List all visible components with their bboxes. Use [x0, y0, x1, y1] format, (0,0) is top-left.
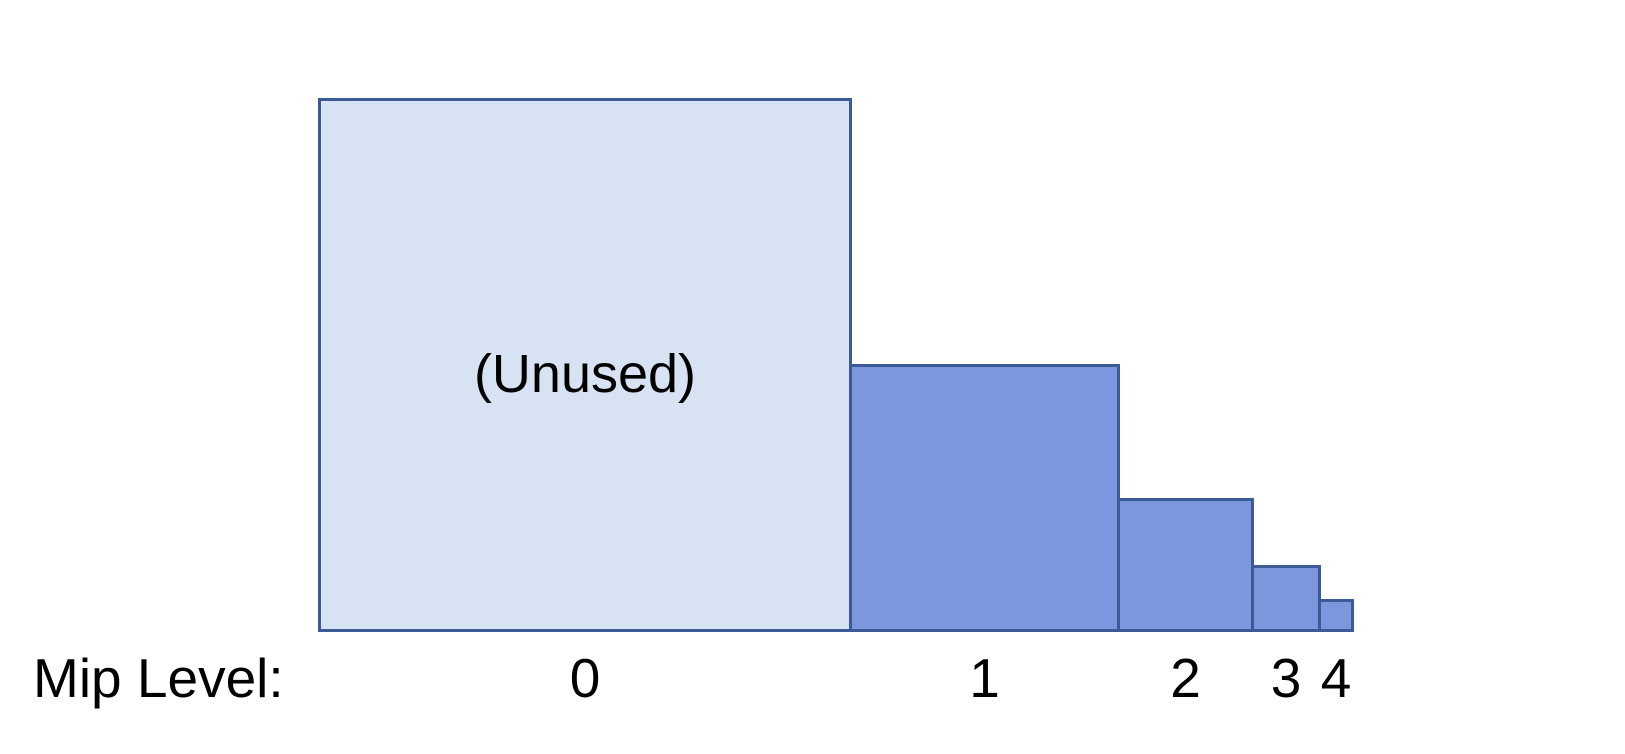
mip-label-1: 1	[969, 647, 1000, 709]
mip-label-4: 4	[1320, 647, 1352, 709]
mip-level-caption: Mip Level:	[33, 647, 284, 709]
mip-label-0: 0	[569, 647, 601, 709]
mip-square-1	[849, 364, 1120, 632]
mip-label-3: 3	[1270, 647, 1302, 709]
mip-square-4	[1318, 599, 1354, 632]
mip-square-0: (Unused)	[318, 98, 852, 632]
mip-square-2	[1117, 498, 1254, 632]
mip-label-2: 2	[1170, 647, 1201, 709]
unused-label: (Unused)	[473, 344, 697, 404]
mip-square-3	[1251, 565, 1321, 632]
